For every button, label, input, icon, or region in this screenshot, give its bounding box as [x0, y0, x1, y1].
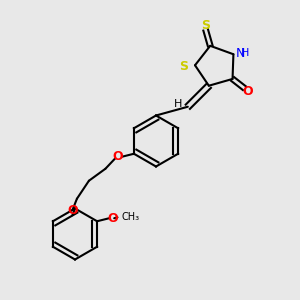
Text: O: O [112, 150, 123, 163]
Text: H: H [173, 99, 182, 109]
Text: S: S [179, 60, 188, 73]
Text: H: H [241, 48, 249, 58]
Text: S: S [201, 19, 210, 32]
Text: O: O [67, 204, 78, 217]
Text: O: O [242, 85, 253, 98]
Text: N: N [236, 47, 245, 60]
Text: CH₃: CH₃ [121, 212, 139, 222]
Text: O: O [107, 212, 118, 225]
